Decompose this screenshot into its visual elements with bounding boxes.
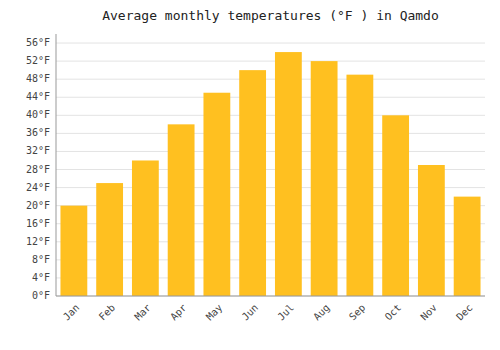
bar (132, 160, 159, 296)
x-tick-label: Mar (132, 302, 153, 323)
bars (60, 52, 480, 296)
bar (418, 165, 445, 296)
y-tick-label: 0°F (32, 290, 50, 301)
grid-line (56, 296, 485, 297)
x-tick-label: Jul (275, 302, 296, 323)
bar (346, 75, 373, 296)
y-tick-label: 16°F (26, 218, 50, 229)
x-tick-label: May (204, 302, 225, 323)
bar (168, 124, 195, 296)
grid-line (56, 61, 485, 62)
y-tick-label: 52°F (26, 55, 50, 66)
chart-container: Average monthly temperatures (°F ) in Qa… (0, 0, 500, 350)
y-tick-label: 4°F (32, 272, 50, 283)
y-tick-label: 40°F (26, 109, 50, 120)
x-tick-label: Feb (97, 302, 118, 323)
y-tick-label: 12°F (26, 236, 50, 247)
y-tick-label: 56°F (26, 37, 50, 48)
x-tick-label: Sep (347, 302, 368, 323)
y-tick-label: 44°F (26, 91, 50, 102)
y-axis-line (56, 34, 57, 296)
y-tick-label: 28°F (26, 164, 50, 175)
x-axis-line (56, 296, 485, 297)
grid-line (56, 97, 485, 98)
y-tick-label: 48°F (26, 73, 50, 84)
chart-svg: Average monthly temperatures (°F ) in Qa… (0, 0, 500, 350)
bar (275, 52, 302, 296)
x-tick-label: Jan (61, 302, 82, 323)
grid-line (56, 43, 485, 44)
grid-line (56, 79, 485, 80)
bar (382, 115, 409, 296)
x-tick-label: Oct (383, 302, 404, 323)
x-tick-label: Aug (311, 302, 332, 323)
grid-line (56, 133, 485, 134)
y-tick-label: 32°F (26, 145, 50, 156)
y-tick-label: 24°F (26, 182, 50, 193)
title: Average monthly temperatures (°F ) in Qa… (102, 8, 439, 23)
x-tick-labels: Jan Feb Mar Apr May Jun Jul Aug Sep Oct Nov Dec (61, 302, 475, 323)
y-tick-label: 8°F (32, 254, 50, 265)
bar (96, 183, 123, 296)
bar (60, 206, 87, 296)
x-tick-label: Jun (240, 302, 261, 323)
y-tick-label: 36°F (26, 127, 50, 138)
x-tick-label: Dec (454, 302, 475, 323)
x-tick-label: Apr (168, 302, 189, 323)
background (0, 0, 500, 350)
x-tick-label: Nov (418, 302, 439, 323)
y-tick-label: 20°F (26, 200, 50, 211)
grid-line (56, 151, 485, 152)
bar (311, 61, 338, 296)
grid-line (56, 115, 485, 116)
y-tick-labels: 0°F 4°F 8°F 12°F 16°F 20°F 24°F 28°F 32°F 36°F 40°… (26, 37, 50, 301)
bar (239, 70, 266, 296)
grid (56, 43, 485, 296)
bar (203, 93, 230, 296)
bar (454, 197, 481, 296)
